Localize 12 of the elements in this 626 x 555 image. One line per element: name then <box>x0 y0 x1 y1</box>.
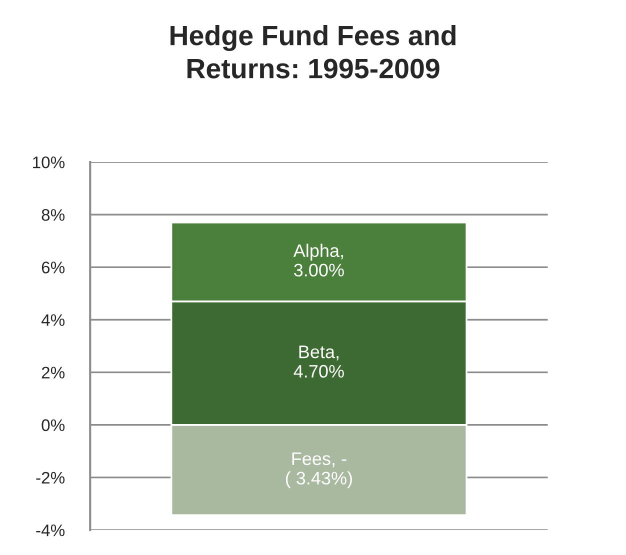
y-tick-label: -2% <box>36 472 65 484</box>
data-label: Beta, 4.70% <box>294 346 344 378</box>
y-tick-label: 2% <box>42 366 65 378</box>
y-tick-label: 4% <box>41 314 65 326</box>
y-tick-label: 0% <box>42 419 65 432</box>
y-tick-label: 10% <box>33 156 65 168</box>
y-tick-label: -4% <box>36 524 65 536</box>
chart-title: Hedge Fund Fees and Returns: 1995-2009 <box>170 24 456 78</box>
y-tick-label: 6% <box>42 262 65 274</box>
y-tick-label: 8% <box>42 209 65 221</box>
data-label: Alpha, 3.00% <box>293 244 344 277</box>
data-label: Fees, - ( 3.43%) <box>286 452 352 488</box>
